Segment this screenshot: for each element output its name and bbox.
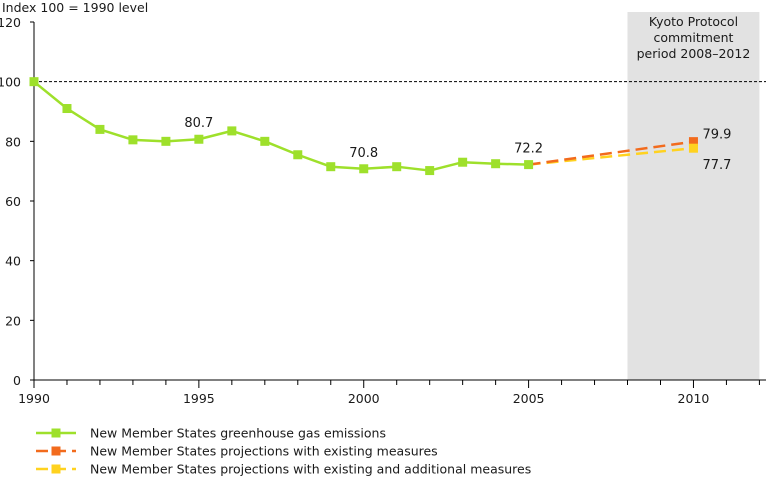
y-tick-label: 100 — [0, 75, 21, 90]
kyoto-label-line: commitment — [653, 30, 733, 45]
series-point — [491, 159, 501, 169]
series-point — [425, 166, 435, 176]
kyoto-label-line: Kyoto Protocol — [649, 14, 738, 29]
annotations-group: 80.7 70.8 72.2 79.9 77.7 — [184, 116, 731, 173]
data-label: 79.9 — [702, 128, 731, 143]
series-point — [161, 136, 171, 146]
x-tick-label: 2010 — [678, 391, 710, 406]
series-point — [128, 135, 138, 145]
y-axis-title: Index 100 = 1990 level — [2, 0, 148, 15]
x-tick-label: 2000 — [348, 391, 380, 406]
legend: New Member States greenhouse gas emissio… — [36, 426, 531, 477]
series-point — [95, 124, 105, 134]
y-tick-label: 20 — [5, 313, 21, 328]
x-tick-label: 2005 — [513, 391, 545, 406]
data-label: 70.8 — [349, 146, 378, 161]
y-tick-label: 120 — [0, 15, 21, 30]
series-line — [33, 80, 529, 172]
legend-marker — [51, 446, 61, 456]
series-point — [326, 162, 336, 172]
series-point — [227, 126, 237, 136]
series-point — [359, 164, 369, 174]
y-tick-label: 0 — [13, 373, 21, 388]
legend-marker — [51, 464, 61, 474]
legend-label: New Member States projections with exist… — [90, 444, 438, 459]
y-tick-label: 80 — [5, 134, 21, 149]
series-point — [293, 150, 303, 160]
series-point — [392, 162, 402, 172]
series-point — [194, 134, 204, 144]
axes: Index 100 = 1990 level 0 20 40 60 80 100 120 199… — [0, 0, 766, 406]
y-tick-label: 60 — [5, 194, 21, 209]
series-point — [688, 143, 698, 153]
series-point — [260, 136, 270, 146]
series-group — [29, 77, 698, 176]
legend-label: New Member States projections with exist… — [90, 462, 531, 477]
y-tick-label: 40 — [5, 254, 21, 269]
legend-label: New Member States greenhouse gas emissio… — [90, 426, 386, 441]
series-line — [528, 140, 694, 166]
legend-marker — [51, 428, 61, 438]
x-tick-label: 1990 — [18, 391, 50, 406]
series-point — [29, 77, 39, 87]
series-point — [524, 160, 534, 170]
kyoto-shaded-area — [627, 12, 760, 380]
series-point — [62, 104, 72, 114]
data-label: 77.7 — [702, 158, 731, 173]
data-label: 80.7 — [184, 116, 213, 131]
x-tick-label: 1995 — [183, 391, 215, 406]
data-label: 72.2 — [514, 142, 543, 157]
kyoto-label-line: period 2008–2012 — [637, 46, 751, 61]
series-point — [458, 157, 468, 167]
series-point — [688, 137, 698, 147]
